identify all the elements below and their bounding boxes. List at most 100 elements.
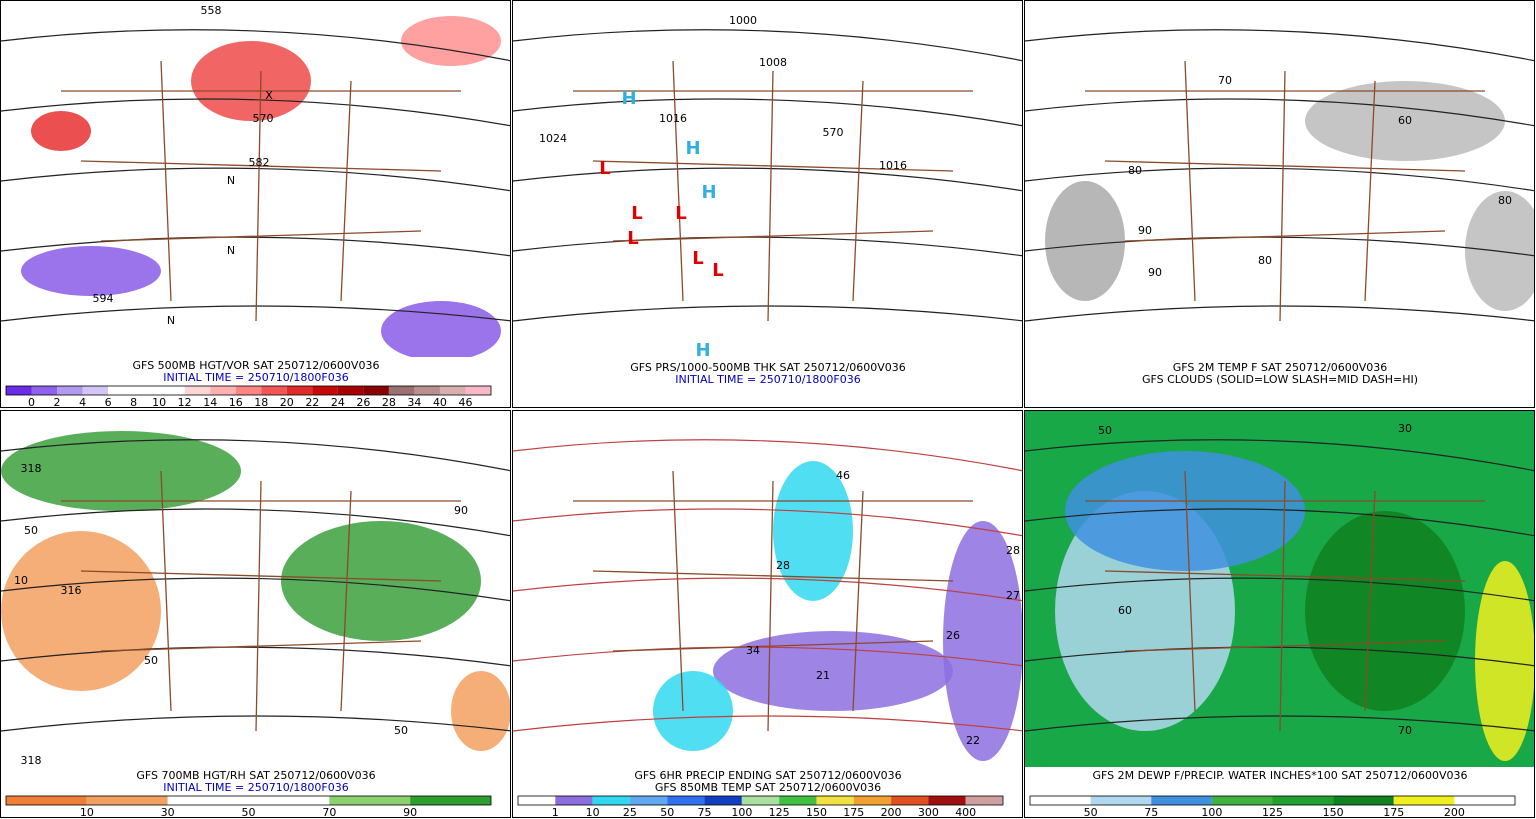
colorbar-label: 200: [881, 806, 902, 818]
colorbar-label: 50: [242, 806, 256, 818]
colorbar-frame: [5, 385, 492, 396]
field-shading: [1305, 81, 1505, 161]
caption-bg: [1, 357, 510, 407]
colorbar-swatch: [1333, 796, 1394, 805]
map-label: 70: [1398, 724, 1412, 737]
colorbar-label: 400: [955, 806, 976, 818]
map-panel: 46 28 34 26 27 22 28 21 GFS 6HR PRECIP ENDING SA…: [512, 410, 1023, 818]
caption: GFS 2M TEMP F SAT 250712/0600V036: [1173, 361, 1388, 374]
colorbar-label: 70: [322, 806, 336, 818]
colorbar-swatch: [329, 796, 411, 805]
colorbar-label: 1: [552, 806, 559, 818]
colorbar-swatch: [363, 386, 389, 395]
contour-line: [513, 98, 1022, 127]
map-label: 27: [1006, 589, 1020, 602]
map-label: 1000: [729, 14, 757, 27]
map-label: 21: [816, 669, 830, 682]
map-label: 22: [966, 734, 980, 747]
colorbar-swatch: [1454, 796, 1515, 805]
map-label: L: [712, 260, 723, 281]
map-label: 30: [1398, 422, 1412, 435]
colorbar-label: 20: [280, 396, 294, 408]
map-label: L: [631, 203, 642, 224]
colorbar-label: 150: [806, 806, 827, 818]
caption: GFS PRS/1000-500MB THK SAT 250712/0600V0…: [630, 361, 906, 374]
colorbar-swatch: [410, 796, 491, 805]
colorbar-label: 0: [28, 396, 35, 408]
caption: INITIAL TIME = 250710/1800F036: [163, 371, 348, 384]
field-shading: [1, 531, 161, 691]
colorbar-swatch: [6, 796, 87, 805]
colorbar-label: 18: [254, 396, 268, 408]
field-shading: [653, 671, 733, 751]
contour-line: [1, 577, 510, 602]
map-label: 10: [14, 574, 28, 587]
caption-bg: [1025, 357, 1534, 407]
map-label: 80: [1258, 254, 1272, 267]
colorbar-swatch: [337, 386, 364, 395]
contour-line: [1, 439, 510, 472]
field-shading: [943, 521, 1022, 761]
colorbar-label: 10: [80, 806, 94, 818]
colorbar-label: 28: [382, 396, 396, 408]
caption: GFS 2M DEWP F/PRECIP. WATER INCHES*100 S…: [1092, 769, 1467, 782]
contour-line: [1025, 577, 1534, 602]
map-label: L: [627, 228, 638, 249]
colorbar-swatch: [1090, 796, 1152, 805]
colorbar-swatch: [210, 386, 236, 395]
colorbar-label: 2: [54, 396, 61, 408]
colorbar-swatch: [928, 796, 966, 805]
colorbar-label: 125: [769, 806, 790, 818]
caption: GFS 6HR PRECIP ENDING SAT 250712/0600V03…: [634, 769, 901, 782]
map-panel: 80 90 70 60 80 80 90 GFS 2M TEMP F SAT 250712/0…: [1024, 0, 1535, 408]
colorbar-label: 8: [130, 396, 137, 408]
colorbar-swatch: [555, 796, 593, 805]
map-label: 90: [1138, 224, 1152, 237]
colorbar-label: 24: [331, 396, 345, 408]
caption-bg: [1, 767, 510, 817]
map-label: 318: [21, 462, 42, 475]
field-shading: [1045, 181, 1125, 301]
colorbar-swatch: [133, 386, 160, 395]
map-label: L: [599, 158, 610, 179]
map-label: 316: [61, 584, 82, 597]
colorbar-label: 46: [458, 396, 472, 408]
map-panel: 50 30 60 70 GFS 2M DEWP F/PRECIP. WATER INCH…: [1024, 410, 1535, 818]
colorbar-label: 50: [1084, 806, 1098, 818]
map-label: H: [695, 340, 710, 361]
colorbar-swatch: [853, 796, 892, 805]
map-label: 26: [946, 629, 960, 642]
colorbar-swatch: [1211, 796, 1273, 805]
contour-line: [1, 167, 510, 192]
colorbar-frame: [1029, 795, 1516, 806]
contour-line: [513, 236, 1022, 257]
colorbar-label: 4: [79, 396, 86, 408]
contour-line: [513, 508, 1022, 537]
colorbar-label: 26: [356, 396, 370, 408]
state-borders: [573, 470, 973, 732]
colorbar-swatch: [518, 796, 556, 805]
map-label: 60: [1398, 114, 1412, 127]
colorbar-label: 10: [152, 396, 166, 408]
colorbar-label: 200: [1444, 806, 1465, 818]
colorbar-label: 34: [407, 396, 421, 408]
colorbar-label: 40: [433, 396, 447, 408]
colorbar-swatch: [439, 386, 466, 395]
caption-bg: [513, 767, 1022, 817]
map-label: H: [621, 88, 636, 109]
colorbar-swatch: [629, 796, 668, 805]
map-label: 570: [253, 112, 274, 125]
colorbar-label: 100: [1201, 806, 1222, 818]
colorbar-swatch: [704, 796, 742, 805]
colorbar-swatch: [159, 386, 185, 395]
field-shading: [31, 111, 91, 151]
colorbar-label: 150: [1323, 806, 1344, 818]
colorbar-swatch: [108, 386, 134, 395]
map-label: L: [692, 248, 703, 269]
contour-line: [1025, 646, 1534, 667]
colorbar-swatch: [465, 386, 491, 395]
colorbar-swatch: [1272, 796, 1334, 805]
colorbar-label: 175: [1383, 806, 1404, 818]
